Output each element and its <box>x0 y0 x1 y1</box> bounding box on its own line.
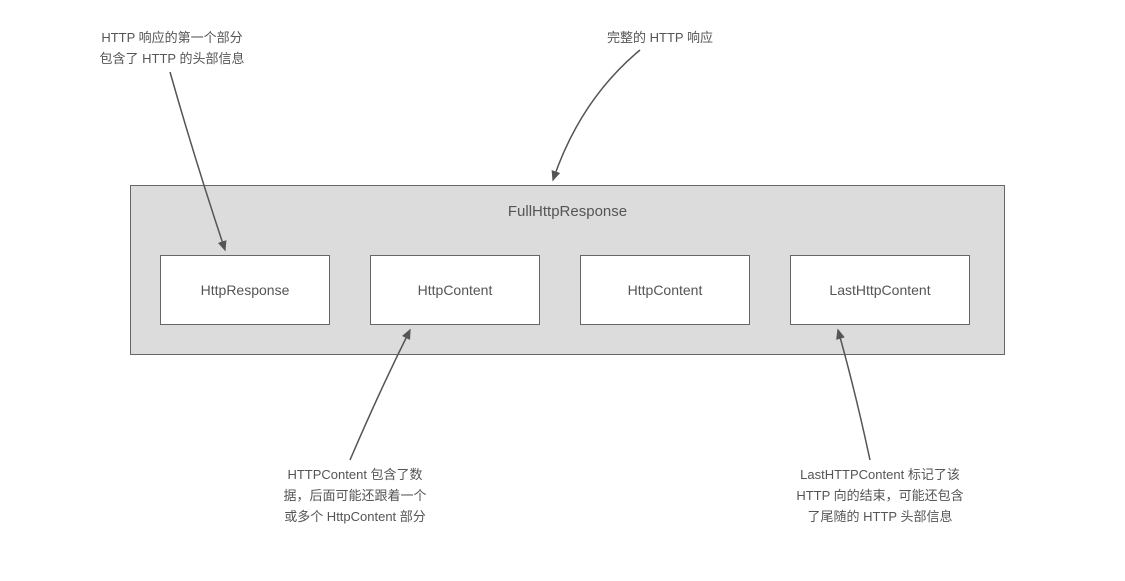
annotation-line: LastHTTPContent 标记了该 <box>760 465 1000 486</box>
box-label: HttpContent <box>628 282 703 298</box>
annotation-line: 了尾随的 HTTP 头部信息 <box>760 507 1000 528</box>
arrow-path <box>553 50 640 180</box>
container-title: FullHttpResponse <box>130 203 1005 220</box>
annotation-line: 据，后面可能还跟着一个 <box>245 486 465 507</box>
annotation-line: HTTP 向的结束，可能还包含 <box>760 486 1000 507</box>
annotation-line: 包含了 HTTP 的头部信息 <box>72 49 272 70</box>
annotation-top-right: 完整的 HTTP 响应 <box>580 28 740 49</box>
annotation-line: 或多个 HttpContent 部分 <box>245 507 465 528</box>
box-http-content-1: HttpContent <box>370 255 540 325</box>
annotation-bottom-left: HTTPContent 包含了数据，后面可能还跟着一个或多个 HttpConte… <box>245 465 465 527</box>
box-label: HttpContent <box>418 282 493 298</box>
annotation-line: 完整的 HTTP 响应 <box>580 28 740 49</box>
annotation-top-left: HTTP 响应的第一个部分包含了 HTTP 的头部信息 <box>72 28 272 70</box>
box-label: LastHttpContent <box>829 282 930 298</box>
box-http-response: HttpResponse <box>160 255 330 325</box>
box-label: HttpResponse <box>201 282 290 298</box>
box-http-content-2: HttpContent <box>580 255 750 325</box>
annotation-line: HTTPContent 包含了数 <box>245 465 465 486</box>
annotation-bottom-right: LastHTTPContent 标记了该HTTP 向的结束，可能还包含了尾随的 … <box>760 465 1000 527</box>
box-last-http-content: LastHttpContent <box>790 255 970 325</box>
annotation-line: HTTP 响应的第一个部分 <box>72 28 272 49</box>
